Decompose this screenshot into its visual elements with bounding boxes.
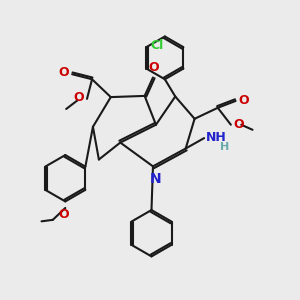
Text: O: O (58, 66, 69, 79)
Text: Cl: Cl (150, 39, 164, 52)
Text: H: H (220, 142, 229, 152)
Text: NH: NH (206, 131, 226, 144)
Text: O: O (74, 91, 84, 104)
Text: O: O (233, 118, 244, 131)
Text: O: O (238, 94, 249, 107)
Text: O: O (58, 208, 69, 221)
Text: N: N (150, 172, 162, 186)
Text: O: O (148, 61, 159, 74)
